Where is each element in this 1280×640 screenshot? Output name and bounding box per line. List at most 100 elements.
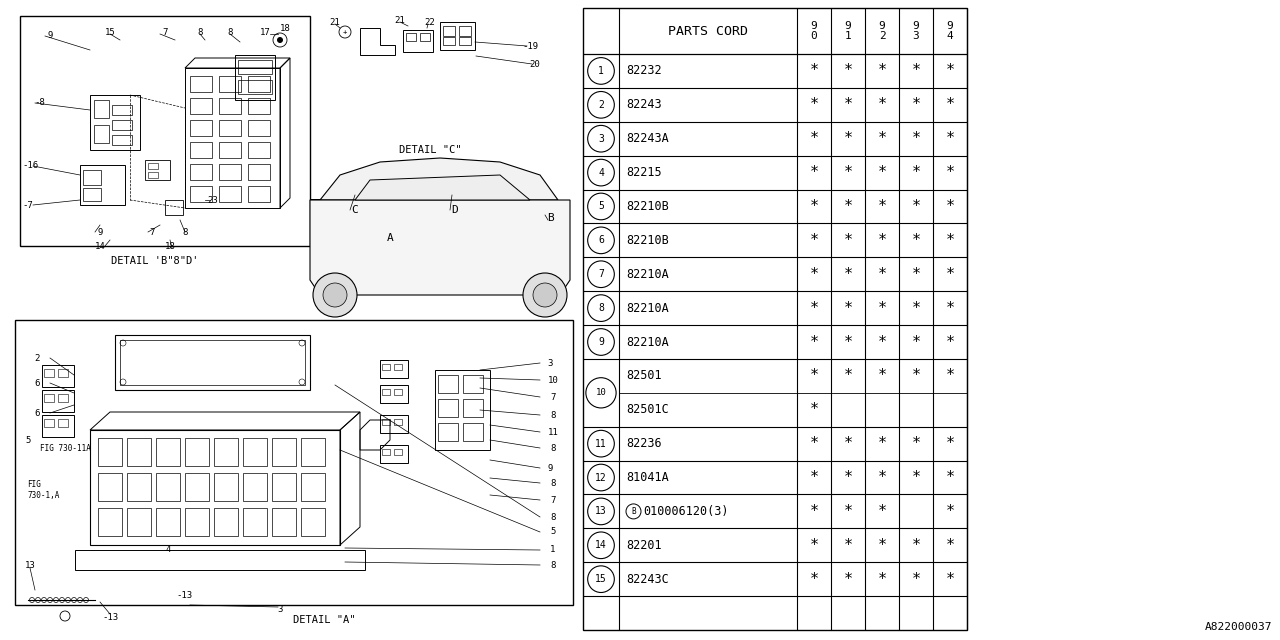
Bar — [156, 508, 180, 536]
Bar — [219, 186, 241, 202]
Text: 14: 14 — [595, 540, 607, 550]
Text: *: * — [809, 335, 819, 349]
Text: *: * — [911, 131, 920, 146]
Text: 8: 8 — [182, 227, 188, 237]
Bar — [113, 120, 132, 130]
Bar — [219, 98, 241, 114]
Text: *: * — [844, 538, 852, 553]
Bar — [440, 22, 475, 50]
Text: DETAIL "A": DETAIL "A" — [293, 615, 356, 625]
Text: *: * — [809, 572, 819, 587]
Bar — [93, 100, 109, 118]
Bar — [99, 438, 122, 466]
Text: *: * — [946, 335, 955, 349]
Text: *: * — [911, 97, 920, 113]
Text: 7: 7 — [550, 495, 556, 504]
Bar — [273, 473, 296, 501]
Text: 3: 3 — [278, 605, 283, 614]
Text: 18: 18 — [165, 241, 175, 250]
Text: 5: 5 — [26, 435, 31, 445]
Bar — [463, 399, 483, 417]
Bar — [42, 390, 74, 412]
Bar — [214, 508, 238, 536]
Bar — [113, 135, 132, 145]
Bar — [58, 394, 68, 402]
Text: 82243C: 82243C — [626, 573, 668, 586]
Text: FIG
730-1,A: FIG 730-1,A — [27, 480, 59, 500]
Text: *: * — [877, 301, 887, 316]
Bar — [394, 389, 402, 395]
Text: 1: 1 — [598, 66, 604, 76]
Text: *: * — [809, 97, 819, 113]
Bar — [79, 165, 125, 205]
Bar — [248, 164, 270, 180]
Text: *: * — [946, 538, 955, 553]
Bar — [156, 473, 180, 501]
Bar — [127, 508, 151, 536]
Bar — [582, 8, 966, 630]
Bar — [438, 399, 458, 417]
Bar — [44, 419, 54, 427]
Text: 23: 23 — [207, 195, 219, 205]
Bar — [380, 445, 408, 463]
Text: 82210A: 82210A — [626, 268, 668, 281]
Bar — [83, 170, 101, 185]
Text: *: * — [844, 63, 852, 79]
Text: 6: 6 — [35, 378, 40, 387]
Bar — [219, 164, 241, 180]
Bar — [127, 473, 151, 501]
Bar — [189, 76, 212, 92]
Bar — [214, 473, 238, 501]
Text: 5: 5 — [598, 202, 604, 211]
Bar — [83, 188, 101, 201]
Bar — [15, 320, 573, 605]
Text: A: A — [387, 233, 393, 243]
Text: *: * — [809, 504, 819, 519]
Text: 7: 7 — [550, 392, 556, 401]
Bar — [76, 550, 365, 570]
Bar — [189, 142, 212, 158]
Text: DETAIL 'B"8"D': DETAIL 'B"8"D' — [111, 256, 198, 266]
Bar — [145, 160, 170, 180]
Bar — [189, 98, 212, 114]
Text: *: * — [809, 538, 819, 553]
Text: 82501C: 82501C — [626, 403, 668, 416]
Text: 6: 6 — [598, 236, 604, 245]
Bar — [243, 508, 268, 536]
Bar — [243, 473, 268, 501]
Bar — [186, 438, 209, 466]
Text: 9: 9 — [548, 463, 553, 472]
Bar — [301, 473, 325, 501]
Text: *: * — [911, 233, 920, 248]
Text: *: * — [809, 131, 819, 146]
Bar — [381, 364, 390, 370]
Text: 9: 9 — [97, 227, 102, 237]
Bar — [394, 364, 402, 370]
Text: 7: 7 — [598, 269, 604, 279]
Bar — [99, 473, 122, 501]
Bar — [380, 415, 408, 433]
Text: 5: 5 — [550, 527, 556, 536]
Bar — [189, 164, 212, 180]
Text: 22: 22 — [425, 17, 435, 26]
Bar — [186, 508, 209, 536]
Text: *: * — [844, 335, 852, 349]
Circle shape — [323, 283, 347, 307]
Bar — [443, 26, 454, 36]
Bar — [148, 163, 157, 169]
Text: *: * — [877, 504, 887, 519]
Bar — [186, 473, 209, 501]
Text: 82210B: 82210B — [626, 234, 668, 247]
Bar — [463, 423, 483, 441]
Text: *: * — [877, 267, 887, 282]
Text: *: * — [946, 436, 955, 451]
Text: DETAIL "C": DETAIL "C" — [399, 145, 461, 155]
Text: *: * — [946, 97, 955, 113]
Text: *: * — [844, 301, 852, 316]
Text: 4: 4 — [598, 168, 604, 177]
Text: *: * — [877, 233, 887, 248]
Bar — [127, 438, 151, 466]
Text: 20: 20 — [530, 60, 540, 68]
Text: 2: 2 — [598, 100, 604, 110]
Bar — [189, 120, 212, 136]
